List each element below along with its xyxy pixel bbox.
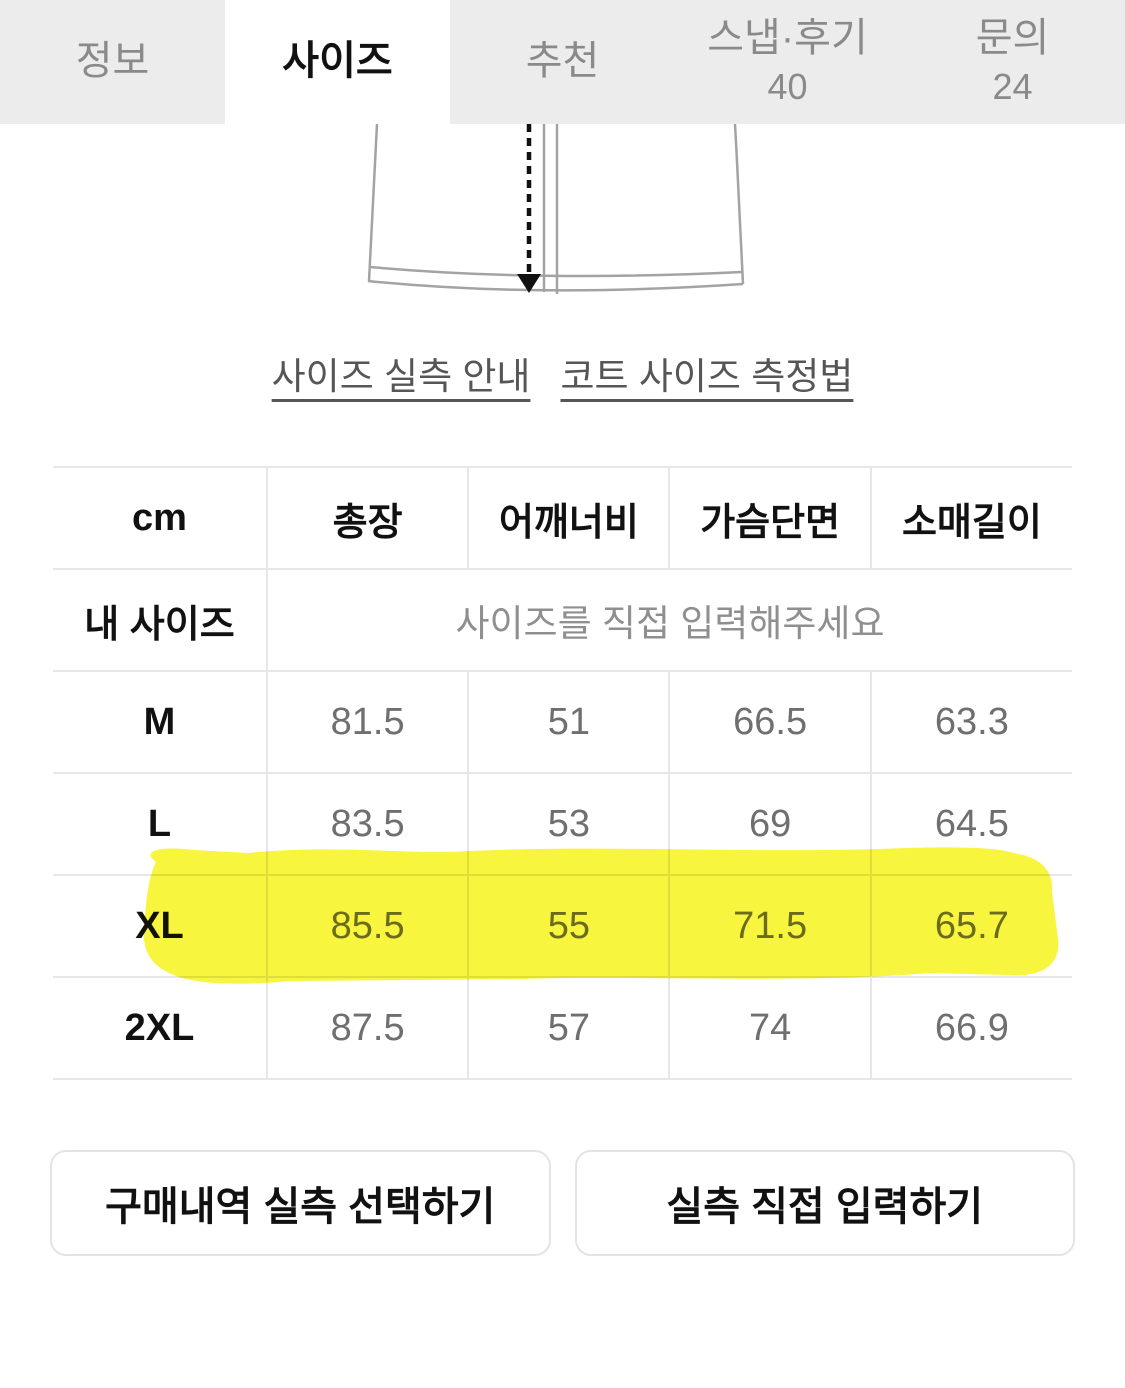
select-purchase-measure-button[interactable]: 구매내역 실측 선택하기	[50, 1150, 551, 1256]
product-size-page: 정보 사이즈 추천 스냅·후기 40 문의 24	[0, 0, 1125, 1256]
value-xl-total-length: 85.5	[265, 874, 469, 977]
value-m-shoulder: 51	[467, 670, 670, 773]
column-header-sleeve-length: 소매길이	[869, 467, 1072, 569]
my-size-row: 내 사이즈 사이즈를 직접 입력해주세요	[53, 568, 1072, 671]
column-header-shoulder-width: 어깨너비	[467, 467, 670, 569]
tab-info[interactable]: 정보	[0, 0, 225, 124]
value-2xl-chest: 74	[668, 976, 871, 1079]
enter-measure-directly-button[interactable]: 실측 직접 입력하기	[574, 1150, 1075, 1256]
tab-inquiry[interactable]: 문의 24	[900, 0, 1125, 124]
size-measure-guide-link[interactable]: 사이즈 실측 안내	[271, 356, 531, 397]
coat-measurement-diagram	[0, 124, 1125, 302]
tab-size[interactable]: 사이즈	[225, 0, 450, 124]
tab-info-label: 정보	[75, 39, 150, 84]
value-xl-shoulder: 55	[467, 874, 670, 977]
size-table: cm 총장 어깨너비 가슴단면 소매길이 내 사이즈 사이즈를 직접 입력해주세…	[53, 466, 1072, 1080]
size-label-2xl: 2XL	[53, 976, 267, 1079]
value-l-total-length: 83.5	[265, 772, 469, 875]
measure-action-buttons: 구매내역 실측 선택하기 실측 직접 입력하기	[0, 1150, 1125, 1256]
size-label-xl: XL	[53, 874, 267, 977]
value-m-chest: 66.5	[668, 670, 871, 773]
tab-snap-reviews-label: 스냅·후기	[707, 15, 868, 60]
tab-snap-reviews-count: 40	[767, 66, 808, 108]
value-l-sleeve: 64.5	[869, 772, 1072, 875]
size-label-m: M	[53, 670, 267, 773]
value-xl-chest: 71.5	[668, 874, 871, 977]
table-row-l: L 83.5 53 69 64.5	[53, 772, 1072, 875]
table-row-2xl: 2XL 87.5 57 74 66.9	[53, 976, 1072, 1079]
product-tab-bar: 정보 사이즈 추천 스냅·후기 40 문의 24	[0, 0, 1125, 124]
value-2xl-total-length: 87.5	[265, 976, 469, 1079]
length-measure-arrow-icon	[517, 124, 541, 293]
tab-size-label: 사이즈	[282, 39, 393, 84]
size-table-section: cm 총장 어깨너비 가슴단면 소매길이 내 사이즈 사이즈를 직접 입력해주세…	[53, 466, 1072, 1080]
column-header-chest-width: 가슴단면	[668, 467, 871, 569]
tab-inquiry-count: 24	[992, 66, 1033, 108]
value-2xl-shoulder: 57	[467, 976, 670, 1079]
size-guide-links: 사이즈 실측 안내 코트 사이즈 측정법	[0, 346, 1125, 400]
tab-snap-reviews[interactable]: 스냅·후기 40	[675, 0, 900, 124]
tab-inquiry-label: 문의	[975, 15, 1050, 60]
coat-outline	[367, 124, 745, 294]
unit-header-cell: cm	[132, 496, 187, 539]
column-header-total-length: 총장	[265, 467, 469, 569]
size-label-l: L	[53, 772, 267, 875]
my-size-label: 내 사이즈	[53, 568, 267, 671]
value-m-total-length: 81.5	[265, 670, 469, 773]
value-l-chest: 69	[668, 772, 871, 875]
table-row-m: M 81.5 51 66.5 63.3	[53, 670, 1072, 773]
value-m-sleeve: 63.3	[869, 670, 1072, 773]
tab-recommend-label: 추천	[525, 39, 600, 84]
table-row-xl: XL 85.5 55 71.5 65.7	[53, 874, 1072, 977]
value-l-shoulder: 53	[467, 772, 670, 875]
my-size-input[interactable]: 사이즈를 직접 입력해주세요	[265, 568, 1072, 671]
value-xl-sleeve: 65.7	[869, 874, 1072, 977]
coat-diagram-svg	[367, 124, 745, 294]
tab-recommend[interactable]: 추천	[450, 0, 675, 124]
table-header-row: cm 총장 어깨너비 가슴단면 소매길이	[53, 467, 1072, 569]
coat-measure-method-link[interactable]: 코트 사이즈 측정법	[560, 356, 854, 397]
value-2xl-sleeve: 66.9	[869, 976, 1072, 1079]
